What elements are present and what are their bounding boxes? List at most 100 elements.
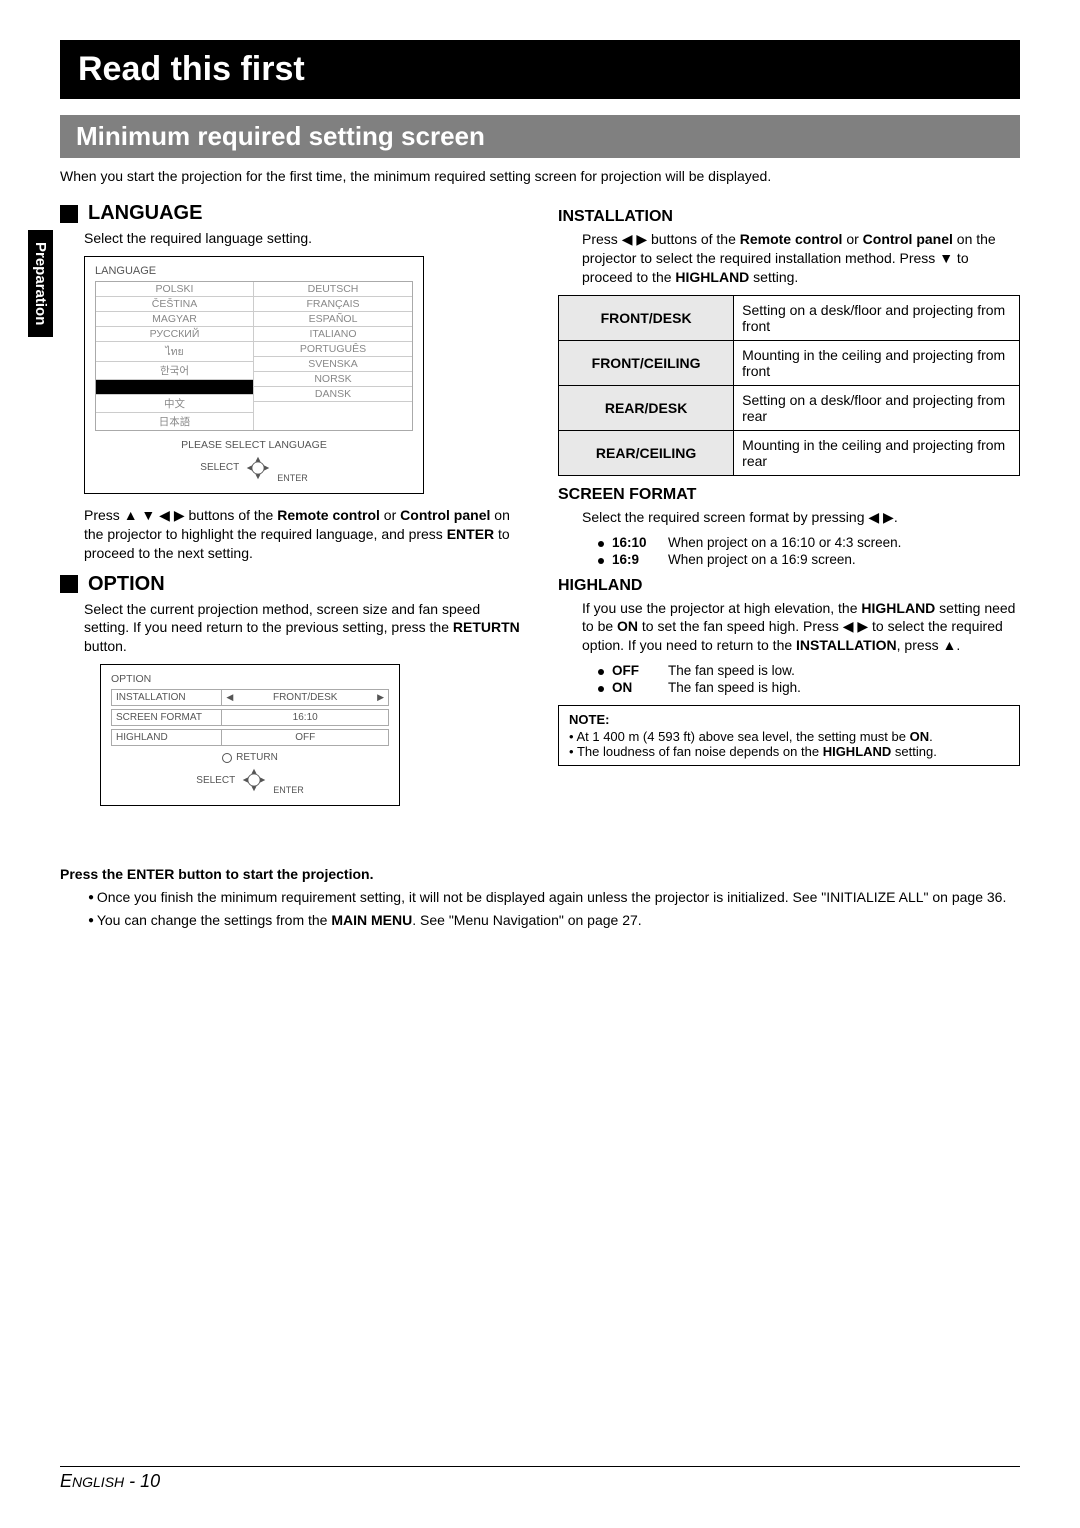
table-row: REAR/CEILINGMounting in the ceiling and … <box>559 430 1020 475</box>
language-after-text: Press ▲ ▼ ◀ ▶ buttons of the Remote cont… <box>84 506 522 563</box>
enter-label: ENTER <box>277 473 308 483</box>
bullet-icon <box>598 558 604 564</box>
language-grid: POLSKIČEŠTINAMAGYARРУССКИЙไทย한국어 中文日本語 D… <box>95 281 413 431</box>
option-row[interactable]: SCREEN FORMAT16:10 <box>111 709 389 726</box>
table-key: REAR/DESK <box>559 385 734 430</box>
option-head: OPTION <box>60 573 522 596</box>
intro-text: When you start the projection for the fi… <box>60 168 1020 184</box>
return-label: RETURN <box>236 752 278 763</box>
language-item[interactable]: 中文 <box>96 395 254 413</box>
page-title-bar: Read this first <box>60 40 1020 99</box>
option-row-value: FRONT/DESK <box>222 690 388 705</box>
language-title: LANGUAGE <box>88 202 202 225</box>
select-label-2: SELECT <box>196 775 235 786</box>
page-footer: ENGLISH - 10 <box>60 1466 1020 1492</box>
footer-block: Press the ENTER button to start the proj… <box>60 866 1020 930</box>
language-item[interactable]: ITALIANO <box>254 327 412 342</box>
installation-title: INSTALLATION <box>558 208 1020 226</box>
list-value: The fan speed is high. <box>668 680 1020 695</box>
list-key: OFF <box>612 663 660 678</box>
bullet-icon <box>598 669 604 675</box>
select-label: SELECT <box>200 462 239 473</box>
language-item[interactable]: ESPAÑOL <box>254 312 412 327</box>
language-item[interactable]: DANSK <box>254 387 412 402</box>
language-item[interactable]: ČEŠTINA <box>96 297 254 312</box>
select-enter-row-2: SELECT ENTER <box>111 767 389 793</box>
page-title: Read this first <box>78 50 305 88</box>
list-item: 16:10 When project on a 16:10 or 4:3 scre… <box>598 535 1020 550</box>
footer-item: You can change the settings from the MAI… <box>88 911 1020 930</box>
language-item[interactable] <box>254 402 412 416</box>
language-item[interactable]: FRANÇAIS <box>254 297 412 312</box>
note-item: At 1 400 m (4 593 ft) above sea level, t… <box>569 729 1009 744</box>
enter-label-2: ENTER <box>273 785 304 795</box>
left-column: LANGUAGE Select the required language se… <box>60 198 522 806</box>
list-item: 16:9 When project on a 16:9 screen. <box>598 552 1020 567</box>
screen-format-list: 16:10 When project on a 16:10 or 4:3 scre… <box>598 535 1020 567</box>
highland-list: OFF The fan speed is low. ONThe fan speed … <box>598 663 1020 695</box>
list-key: 16:9 <box>612 552 660 567</box>
list-value: When project on a 16:9 screen. <box>668 552 1020 567</box>
option-row-label: SCREEN FORMAT <box>112 710 222 725</box>
nav-diamond-icon <box>245 455 271 481</box>
note-list: At 1 400 m (4 593 ft) above sea level, t… <box>569 729 1009 759</box>
option-title: OPTION <box>88 573 165 596</box>
table-key: FRONT/CEILING <box>559 340 734 385</box>
note-title: NOTE: <box>569 712 1009 727</box>
please-select-language: PLEASE SELECT LANGUAGE <box>95 439 413 451</box>
language-item[interactable]: 한국어 <box>96 362 254 380</box>
footer-list: Once you finish the minimum requirement … <box>60 888 1020 930</box>
language-item[interactable]: NORSK <box>254 372 412 387</box>
table-value: Setting on a desk/floor and projecting f… <box>734 295 1020 340</box>
page-subtitle: Minimum required setting screen <box>76 121 485 151</box>
language-item[interactable]: ไทย <box>96 342 254 362</box>
table-key: FRONT/DESK <box>559 295 734 340</box>
side-tab: Preparation <box>28 230 53 337</box>
list-value: When project on a 16:10 or 4:3 screen. <box>668 535 1020 550</box>
option-box-title: OPTION <box>111 673 389 685</box>
language-item[interactable]: MAGYAR <box>96 312 254 327</box>
page-subtitle-bar: Minimum required setting screen <box>60 115 1020 158</box>
page-footer-text: ENGLISH - 10 <box>60 1471 160 1491</box>
highland-title: HIGHLAND <box>558 577 1020 595</box>
language-item[interactable]: PORTUGUÊS <box>254 342 412 357</box>
table-row: FRONT/CEILINGMounting in the ceiling and… <box>559 340 1020 385</box>
option-row-label: HIGHLAND <box>112 730 222 745</box>
square-icon <box>60 575 78 593</box>
screen-format-desc: Select the required screen format by pre… <box>582 508 1020 527</box>
list-value: The fan speed is low. <box>668 663 1020 678</box>
language-item[interactable] <box>96 380 254 395</box>
table-row: FRONT/DESKSetting on a desk/floor and pr… <box>559 295 1020 340</box>
language-item[interactable]: РУССКИЙ <box>96 327 254 342</box>
language-item[interactable]: POLSKI <box>96 282 254 297</box>
square-icon <box>60 205 78 223</box>
option-desc: Select the current projection method, sc… <box>84 600 522 657</box>
language-box-title: LANGUAGE <box>95 265 413 277</box>
select-enter-row: SELECT ENTER <box>95 455 413 481</box>
note-item: The loudness of fan noise depends on the… <box>569 744 1009 759</box>
option-row-value: OFF <box>222 730 388 745</box>
nav-diamond-icon <box>241 767 267 793</box>
footer-head: Press the ENTER button to start the proj… <box>60 866 1020 882</box>
language-col-left: POLSKIČEŠTINAMAGYARРУССКИЙไทย한국어 中文日本語 <box>96 282 254 430</box>
language-head: LANGUAGE <box>60 202 522 225</box>
option-row-value: 16:10 <box>222 710 388 725</box>
right-column: INSTALLATION Press ◀ ▶ buttons of the Re… <box>558 198 1020 806</box>
list-item: OFF The fan speed is low. <box>598 663 1020 678</box>
language-item[interactable]: DEUTSCH <box>254 282 412 297</box>
table-value: Mounting in the ceiling and projecting f… <box>734 430 1020 475</box>
footer-item: Once you finish the minimum requirement … <box>88 888 1020 907</box>
return-row: RETURN <box>111 752 389 763</box>
installation-table: FRONT/DESKSetting on a desk/floor and pr… <box>558 295 1020 476</box>
language-item[interactable]: 日本語 <box>96 413 254 430</box>
option-row[interactable]: HIGHLANDOFF <box>111 729 389 746</box>
table-value: Setting on a desk/floor and projecting f… <box>734 385 1020 430</box>
list-item: ONThe fan speed is high. <box>598 680 1020 695</box>
return-circle-icon <box>222 753 232 763</box>
language-item[interactable]: SVENSKA <box>254 357 412 372</box>
option-row-label: INSTALLATION <box>112 690 222 705</box>
list-key: 16:10 <box>612 535 660 550</box>
table-key: REAR/CEILING <box>559 430 734 475</box>
option-row[interactable]: INSTALLATIONFRONT/DESK <box>111 689 389 706</box>
two-column-layout: LANGUAGE Select the required language se… <box>60 198 1020 806</box>
